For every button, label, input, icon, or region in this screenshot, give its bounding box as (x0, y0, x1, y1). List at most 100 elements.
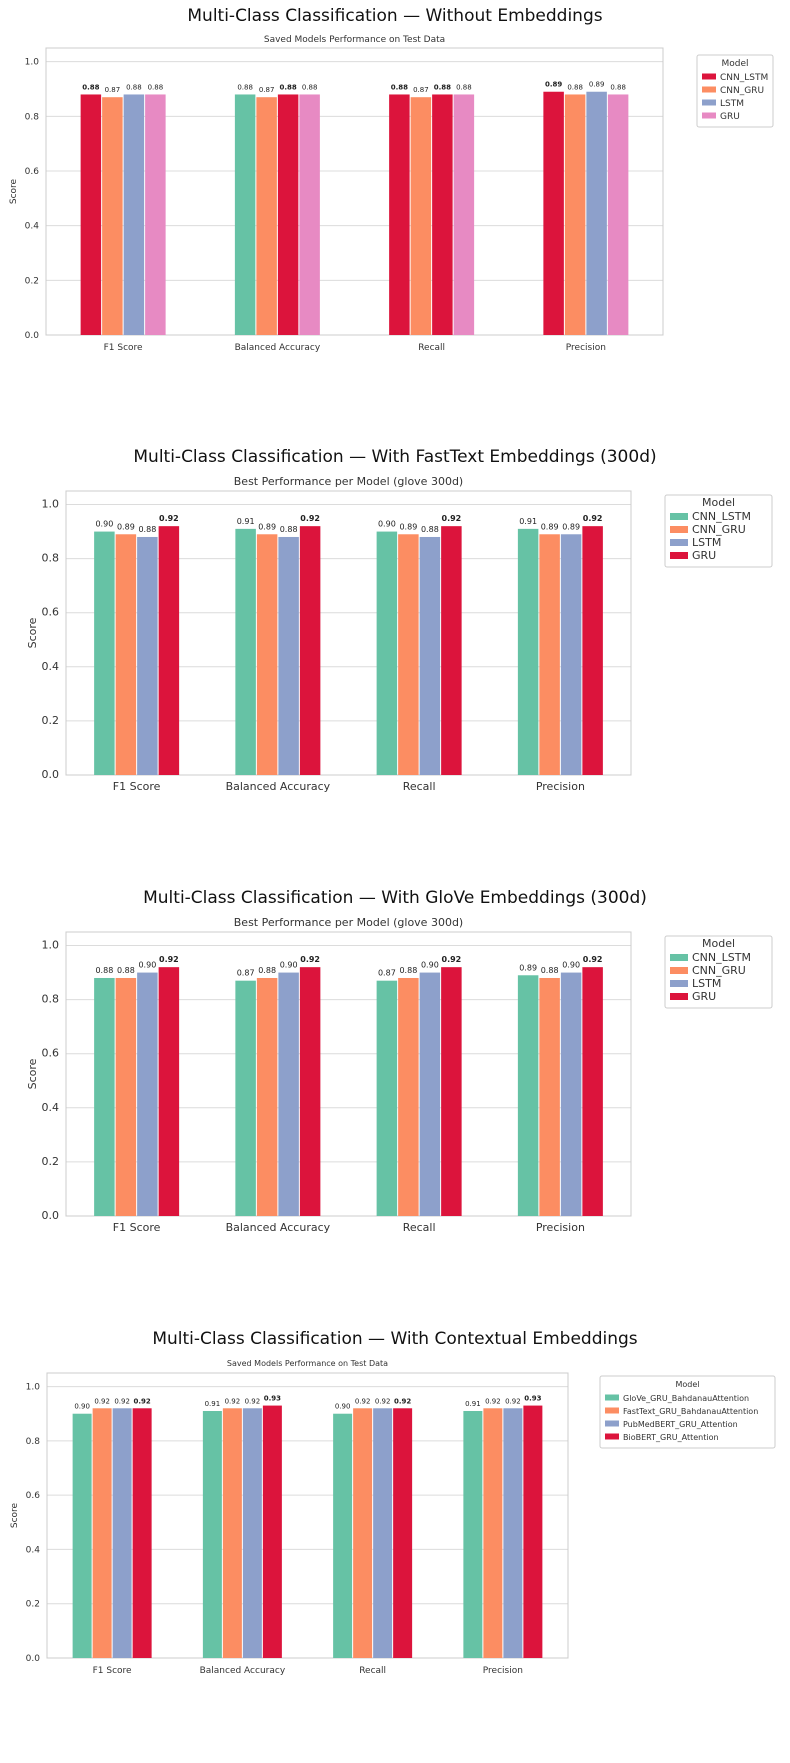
legend-entry: CNN_GRU (692, 523, 746, 536)
data-label: 0.87 (378, 969, 396, 978)
data-label: 0.87 (237, 969, 255, 978)
bar (398, 977, 419, 1216)
bar (419, 536, 441, 775)
y-tick-label: 0.2 (25, 276, 39, 286)
panel-title: Multi-Class Classification — With FastTe… (133, 447, 657, 467)
x-tick-label: Balanced Accuracy (226, 780, 331, 793)
data-label: 0.92 (485, 1397, 501, 1405)
legend-swatch (605, 1420, 619, 1427)
data-label: 0.90 (335, 1403, 351, 1411)
data-label: 0.87 (413, 86, 429, 94)
bar (115, 534, 137, 775)
y-tick-label: 0.0 (25, 331, 40, 341)
legend-title: Model (702, 496, 735, 509)
bar (517, 975, 539, 1216)
legend-box (664, 494, 773, 568)
legend-swatch (605, 1394, 619, 1401)
bar (564, 94, 586, 335)
panel-title: Multi-Class Classification — With GloVe … (143, 888, 647, 908)
legend-swatch (605, 1407, 619, 1414)
data-label: 0.93 (264, 1395, 281, 1403)
y-tick-label: 0.4 (42, 660, 60, 673)
y-axis-label: Score (26, 617, 39, 648)
chart-panel-contextual: Multi-Class Classification — With Contex… (0, 1323, 790, 1763)
bar (234, 94, 256, 335)
legend-swatch (670, 526, 688, 533)
data-label: 0.92 (583, 514, 603, 523)
legend-box (664, 935, 773, 1009)
bar (523, 1405, 543, 1658)
bar-chart: Saved Models Performance on Test Data 0.0… (9, 35, 774, 353)
bar (256, 977, 278, 1216)
data-label: 0.88 (302, 83, 318, 91)
data-label: 0.92 (94, 1397, 110, 1405)
y-tick-label: 0.4 (42, 1101, 60, 1114)
y-axis-label: Score (26, 1058, 39, 1089)
bar (398, 534, 419, 775)
x-tick-label: F1 Score (104, 343, 143, 353)
bar (115, 977, 137, 1216)
bar-chart: Best Performance per Model (glove 300d) 0… (26, 475, 773, 793)
data-label: 0.91 (237, 517, 255, 526)
bar-chart: Saved Models Performance on Test Data 0.0… (10, 1359, 776, 1676)
legend-swatch (670, 993, 688, 1000)
bar (432, 94, 453, 335)
data-label: 0.90 (138, 961, 156, 970)
data-label: 0.88 (391, 83, 408, 91)
bar (539, 977, 560, 1216)
data-label: 0.91 (465, 1400, 481, 1408)
y-tick-label: 0.8 (42, 993, 60, 1006)
data-label: 0.88 (421, 525, 439, 534)
y-tick-label: 0.8 (26, 1437, 41, 1447)
legend-swatch (670, 539, 688, 546)
bar (503, 1408, 523, 1658)
legend-swatch (670, 954, 688, 961)
data-label: 0.88 (82, 83, 99, 91)
bar (242, 1408, 262, 1658)
data-label: 0.88 (148, 83, 164, 91)
data-label: 0.92 (394, 1397, 411, 1405)
bar (393, 1408, 413, 1658)
x-tick-label: Recall (418, 343, 445, 353)
bar (278, 536, 299, 775)
data-label: 0.92 (245, 1397, 261, 1405)
legend-entry: LSTM (692, 536, 721, 549)
y-tick-label: 0.8 (25, 112, 40, 122)
legend-swatch (605, 1433, 619, 1440)
legend-entry: GRU (692, 990, 716, 1003)
data-label: 0.92 (442, 955, 462, 964)
x-tick-label: Recall (403, 780, 436, 793)
bar (278, 972, 299, 1216)
chart-panel-fasttext: Multi-Class Classification — With FastTe… (0, 441, 790, 881)
y-tick-label: 0.6 (42, 606, 60, 619)
legend-entry: GRU (720, 112, 740, 122)
data-label: 0.90 (378, 520, 396, 529)
legend-entry: CNN_GRU (692, 964, 746, 977)
bar (256, 534, 278, 775)
chart-subtitle: Saved Models Performance on Test Data (264, 35, 445, 45)
y-tick-label: 0.2 (42, 1155, 60, 1168)
legend-entry: GRU (692, 549, 716, 562)
x-tick-label: Precision (536, 1221, 585, 1234)
bar (72, 1413, 92, 1658)
bar (145, 94, 166, 335)
bar (137, 536, 158, 775)
bar (560, 534, 582, 775)
data-label: 0.88 (95, 966, 113, 975)
bar (582, 526, 603, 775)
data-label: 0.88 (456, 83, 472, 91)
data-label: 0.88 (610, 83, 626, 91)
data-label: 0.88 (126, 83, 142, 91)
bar (517, 528, 539, 775)
bar (376, 531, 398, 775)
data-label: 0.92 (114, 1397, 130, 1405)
bar-chart: Best Performance per Model (glove 300d) 0… (26, 916, 773, 1234)
data-label: 0.87 (259, 86, 275, 94)
chart-panel-glove: Multi-Class Classification — With GloVe … (0, 882, 790, 1322)
legend-entry: BioBERT_GRU_Attention (623, 1433, 719, 1442)
data-label: 0.91 (205, 1400, 221, 1408)
data-label: 0.89 (258, 522, 276, 531)
data-label: 0.88 (237, 83, 253, 91)
data-label: 0.88 (434, 83, 451, 91)
data-label: 0.92 (225, 1397, 241, 1405)
